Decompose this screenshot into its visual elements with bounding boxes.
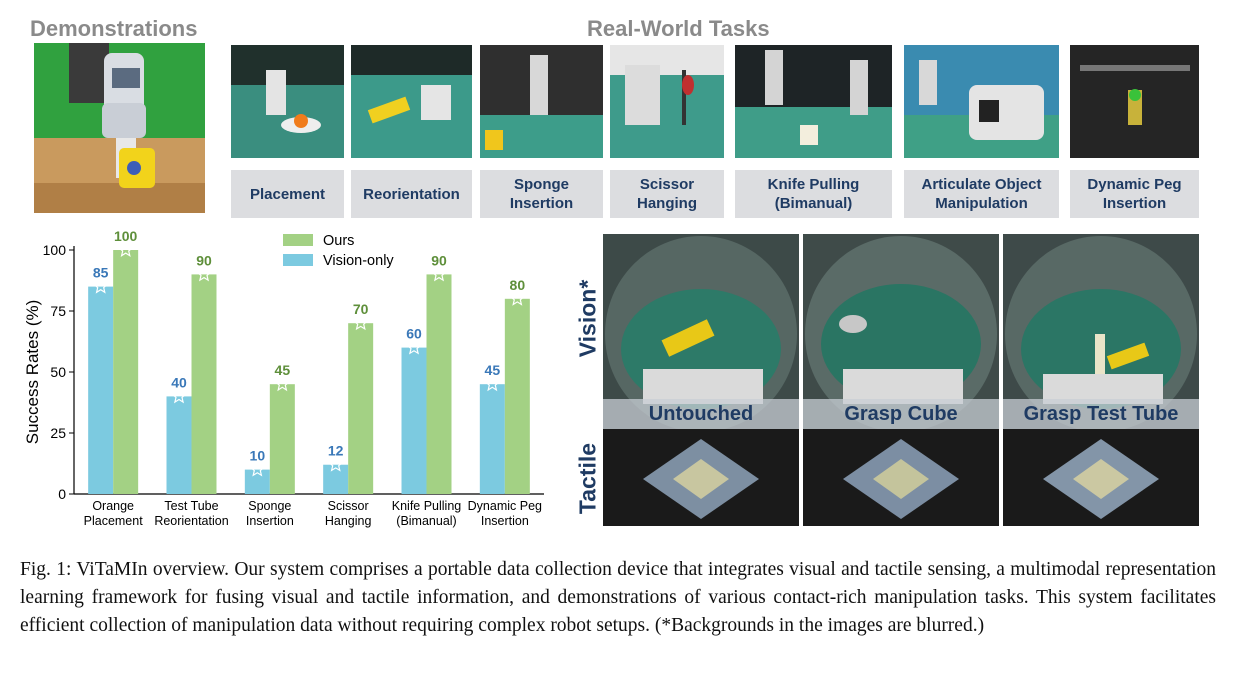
bar-marker — [170, 387, 188, 404]
task-photo-dynamic-peg — [1070, 45, 1199, 158]
x-tick-label: Reorientation — [154, 514, 228, 528]
task-label-sponge-insertion: Sponge Insertion — [480, 170, 603, 218]
x-tick-label: Insertion — [481, 514, 529, 528]
task-photo-reorientation — [351, 45, 472, 158]
x-tick-label: Sponge — [248, 499, 291, 513]
task-label-knife-pulling: Knife Pulling (Bimanual) — [735, 170, 892, 218]
condition-label-grasp-test-tube: Grasp Test Tube — [1003, 399, 1199, 429]
bar-vision-only — [401, 347, 427, 494]
data-label: 90 — [431, 252, 447, 268]
demonstrations-heading: Demonstrations — [30, 16, 198, 41]
bar-vision-only — [479, 384, 505, 494]
x-tick-label: Orange — [92, 499, 134, 513]
bar-marker — [430, 265, 448, 282]
bar-vision-only — [323, 464, 349, 494]
data-label: 60 — [406, 326, 422, 342]
bar-vision-only — [88, 286, 114, 494]
x-tick-label: Knife Pulling — [392, 499, 462, 513]
task-label-text: Placement — [249, 185, 326, 203]
bar-marker — [117, 241, 134, 257]
y-tick-label: 0 — [58, 486, 66, 502]
bar-ours — [426, 274, 452, 494]
bar-ours — [191, 274, 217, 494]
y-axis-label: Success Rates (%) — [23, 300, 42, 445]
data-label: 100 — [114, 228, 138, 244]
task-photo-scissor-hanging — [610, 45, 724, 158]
task-label-text: Knife Pulling (Bimanual) — [767, 176, 860, 212]
real-world-tasks-heading: Real-World Tasks — [587, 16, 770, 41]
data-label: 70 — [353, 301, 369, 317]
y-tick-label: 25 — [50, 425, 66, 441]
task-label-scissor-hanging: Scissor Hanging — [610, 170, 724, 218]
bar-marker — [92, 278, 109, 294]
bar-marker — [195, 265, 213, 282]
figure-caption: Fig. 1: ViTaMIn overview. Our system com… — [20, 559, 1216, 636]
success-rate-chart: 0 25 50 75 100 Success Rates (%) 85 100 OrangePl… — [23, 228, 544, 528]
x-tick-label: Placement — [84, 514, 144, 528]
data-label: 90 — [196, 252, 212, 268]
data-label: 80 — [510, 277, 526, 293]
bar-ours — [348, 323, 374, 494]
data-label: 85 — [93, 265, 109, 281]
data-label: 12 — [328, 443, 344, 459]
task-label-reorientation: Reorientation — [351, 170, 472, 218]
task-label-text: Dynamic Peg Insertion — [1087, 176, 1182, 212]
bar-marker — [249, 461, 266, 477]
legend-label: Ours — [323, 233, 354, 249]
task-photo-sponge-insertion — [480, 45, 603, 158]
legend-swatch — [283, 254, 313, 266]
camera-view-untouched: Untouched — [603, 234, 799, 526]
y-tick-label: 75 — [50, 303, 66, 319]
task-label-text: Sponge Insertion — [509, 176, 574, 212]
bar-marker — [484, 375, 501, 392]
demonstration-photo — [34, 43, 205, 213]
task-label-text: Reorientation — [363, 185, 460, 203]
task-label-placement: Placement — [231, 170, 344, 218]
data-label: 10 — [250, 448, 266, 464]
camera-view-grasp-cube: Grasp Cube — [803, 234, 999, 526]
data-label: 45 — [485, 362, 501, 378]
bar-ours — [113, 250, 139, 494]
task-label-text: Articulate Object Manipulation — [921, 176, 1042, 212]
data-label: 45 — [275, 362, 291, 378]
x-tick-label: Test Tube — [164, 499, 218, 513]
tactile-row-label: Tactile — [574, 442, 601, 515]
task-label-text: Scissor Hanging — [637, 176, 697, 212]
bar-marker — [509, 290, 526, 306]
bar-ours — [504, 298, 530, 494]
bar-vision-only — [166, 396, 192, 494]
bar-ours — [269, 384, 295, 494]
data-label: 40 — [171, 374, 187, 390]
task-photo-placement — [231, 45, 344, 158]
bar-marker — [405, 339, 423, 355]
x-tick-label: Insertion — [246, 514, 294, 528]
vision-row-label: Vision* — [574, 279, 601, 358]
x-tick-label: Hanging — [325, 514, 372, 528]
bar-vision-only — [244, 469, 270, 494]
legend-label: Vision-only — [323, 253, 394, 269]
x-tick-label: Dynamic Peg — [468, 499, 542, 513]
bar-marker — [274, 375, 291, 392]
condition-label-untouched: Untouched — [603, 399, 799, 429]
camera-view-grasp-test-tube: Grasp Test Tube — [1003, 234, 1199, 526]
bar-marker — [327, 456, 344, 472]
task-label-articulate-object: Articulate Object Manipulation — [904, 170, 1059, 218]
y-tick-label: 50 — [50, 364, 66, 380]
bar-marker — [352, 314, 369, 331]
task-photo-articulate-object — [904, 45, 1059, 158]
x-tick-label: Scissor — [328, 499, 369, 513]
y-tick-label: 100 — [43, 242, 67, 258]
x-tick-label: (Bimanual) — [396, 514, 456, 528]
legend-swatch — [283, 234, 313, 246]
condition-label-grasp-cube: Grasp Cube — [803, 399, 999, 429]
task-label-dynamic-peg: Dynamic Peg Insertion — [1070, 170, 1199, 218]
task-photo-knife-pulling — [735, 45, 892, 158]
